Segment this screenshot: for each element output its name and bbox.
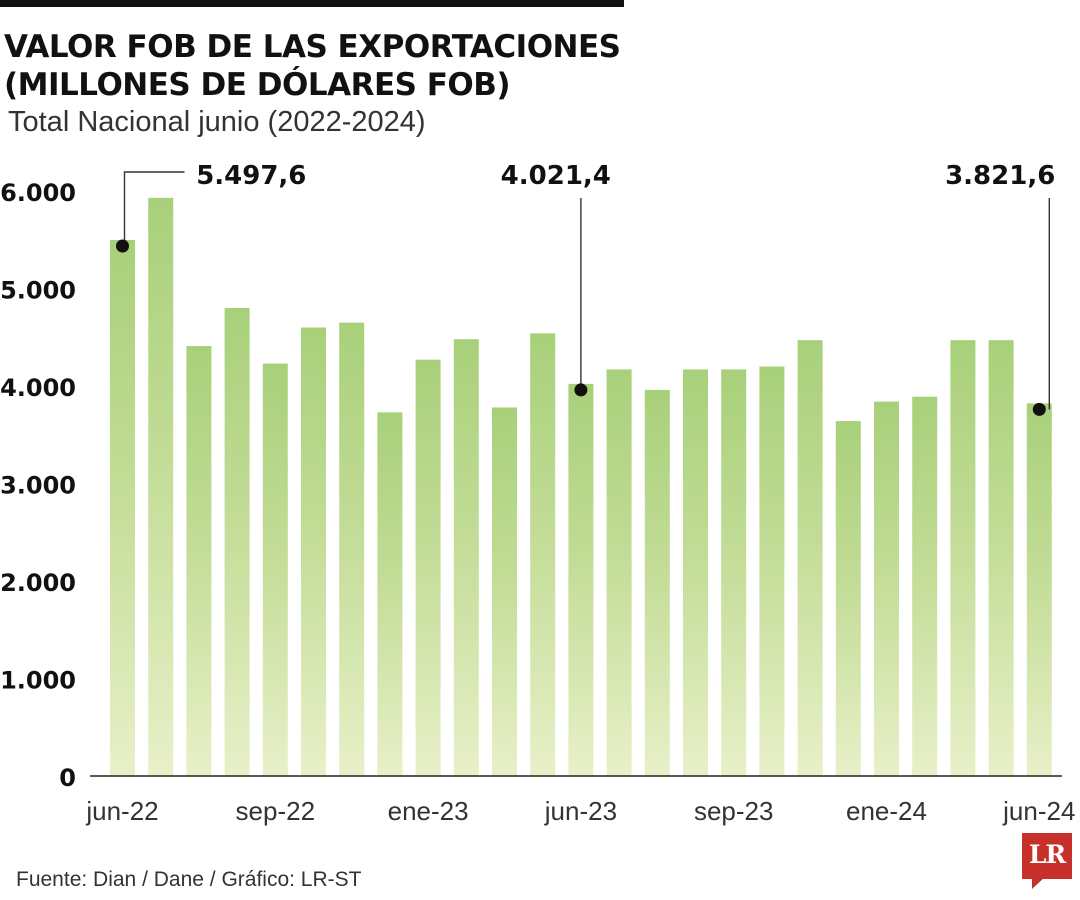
annotation-label: 4.021,4: [501, 161, 611, 191]
annotation-label: 3.821,6: [945, 161, 1055, 191]
x-tick-label: sep-23: [694, 796, 774, 826]
y-tick-label: 5.000: [0, 277, 76, 305]
bar-may-24: [988, 340, 1014, 776]
x-tick-label: jun-22: [85, 796, 158, 826]
bar-ene-24: [835, 421, 861, 776]
chart-title-line-1: VALOR FOB DE LAS EXPORTACIONES: [4, 29, 621, 65]
bar-jun-22: [110, 239, 135, 776]
y-tick-label: 2.000: [0, 569, 76, 597]
bar-jun-23: [568, 383, 594, 776]
x-axis: jun-22 sep-22 ene-23 jun-23 sep-23 ene-24 jun-…: [85, 775, 1075, 826]
bar-ene-23: [377, 412, 403, 776]
bar-mar-23: [453, 339, 479, 776]
x-tick-label: ene-23: [388, 796, 469, 826]
chart-subtitle: Total Nacional junio (2022-2024): [8, 106, 426, 138]
bar-nov-23: [759, 366, 785, 776]
y-tick-label: 3.000: [0, 472, 76, 500]
lr-logo-text: LR: [1028, 840, 1066, 869]
bar-oct-22: [262, 363, 288, 776]
y-tick-label: 1.000: [0, 667, 76, 695]
bar-may-23: [530, 333, 556, 776]
bar-feb-24: [874, 401, 899, 776]
x-tick-label: ene-24: [846, 796, 927, 826]
chart-title: VALOR FOB DE LAS EXPORTACIONES (MILLONES…: [4, 28, 621, 104]
annotation-leader: [123, 171, 185, 246]
bar-jul-23: [606, 369, 632, 776]
lr-logo: LR: [1022, 833, 1072, 889]
bar-chart: 0 1.000 2.000 3.000 4.000 5.000 6.000 jun-22 se…: [0, 161, 1075, 826]
bar-nov-22: [301, 327, 326, 776]
bar-jun-24: [1026, 403, 1052, 776]
y-axis: 0 1.000 2.000 3.000 4.000 5.000 6.000: [0, 179, 76, 792]
bar-feb-23: [415, 359, 441, 776]
bar-ago-23: [644, 389, 670, 776]
annotations: 5.497,6 4.021,4 3.821,6: [116, 161, 1055, 416]
lr-logo-box: [1022, 833, 1072, 879]
bar-mar-24: [912, 396, 938, 776]
annotation-dot: [574, 383, 588, 397]
bar-ago-22: [186, 346, 212, 776]
bar-abr-24: [950, 340, 976, 776]
bar-sep-23: [683, 369, 708, 776]
bar-jul-22: [148, 197, 174, 776]
top-rule: [0, 0, 624, 7]
bar-sep-22: [224, 308, 250, 776]
chart-title-line-2: (MILLONES DE DÓLARES FOB): [4, 67, 511, 103]
y-tick-label: 6.000: [0, 179, 76, 207]
bar-dic-22: [339, 322, 365, 776]
bar-series: [110, 197, 1052, 776]
annotation-dot: [1032, 402, 1046, 416]
x-tick-label: jun-24: [1002, 796, 1075, 826]
x-tick-label: sep-22: [236, 796, 316, 826]
bar-dic-23: [797, 340, 823, 776]
y-tick-label: 4.000: [0, 374, 76, 402]
annotation-label: 5.497,6: [196, 161, 306, 191]
bar-oct-23: [721, 369, 747, 776]
x-tick-label: jun-23: [544, 796, 617, 826]
source-note: Fuente: Dian / Dane / Gráfico: LR-ST: [16, 868, 362, 891]
annotation-dot: [116, 239, 129, 253]
lr-logo-tail: [1032, 877, 1045, 889]
y-tick-label: 0: [59, 764, 76, 792]
bar-abr-23: [492, 407, 517, 776]
